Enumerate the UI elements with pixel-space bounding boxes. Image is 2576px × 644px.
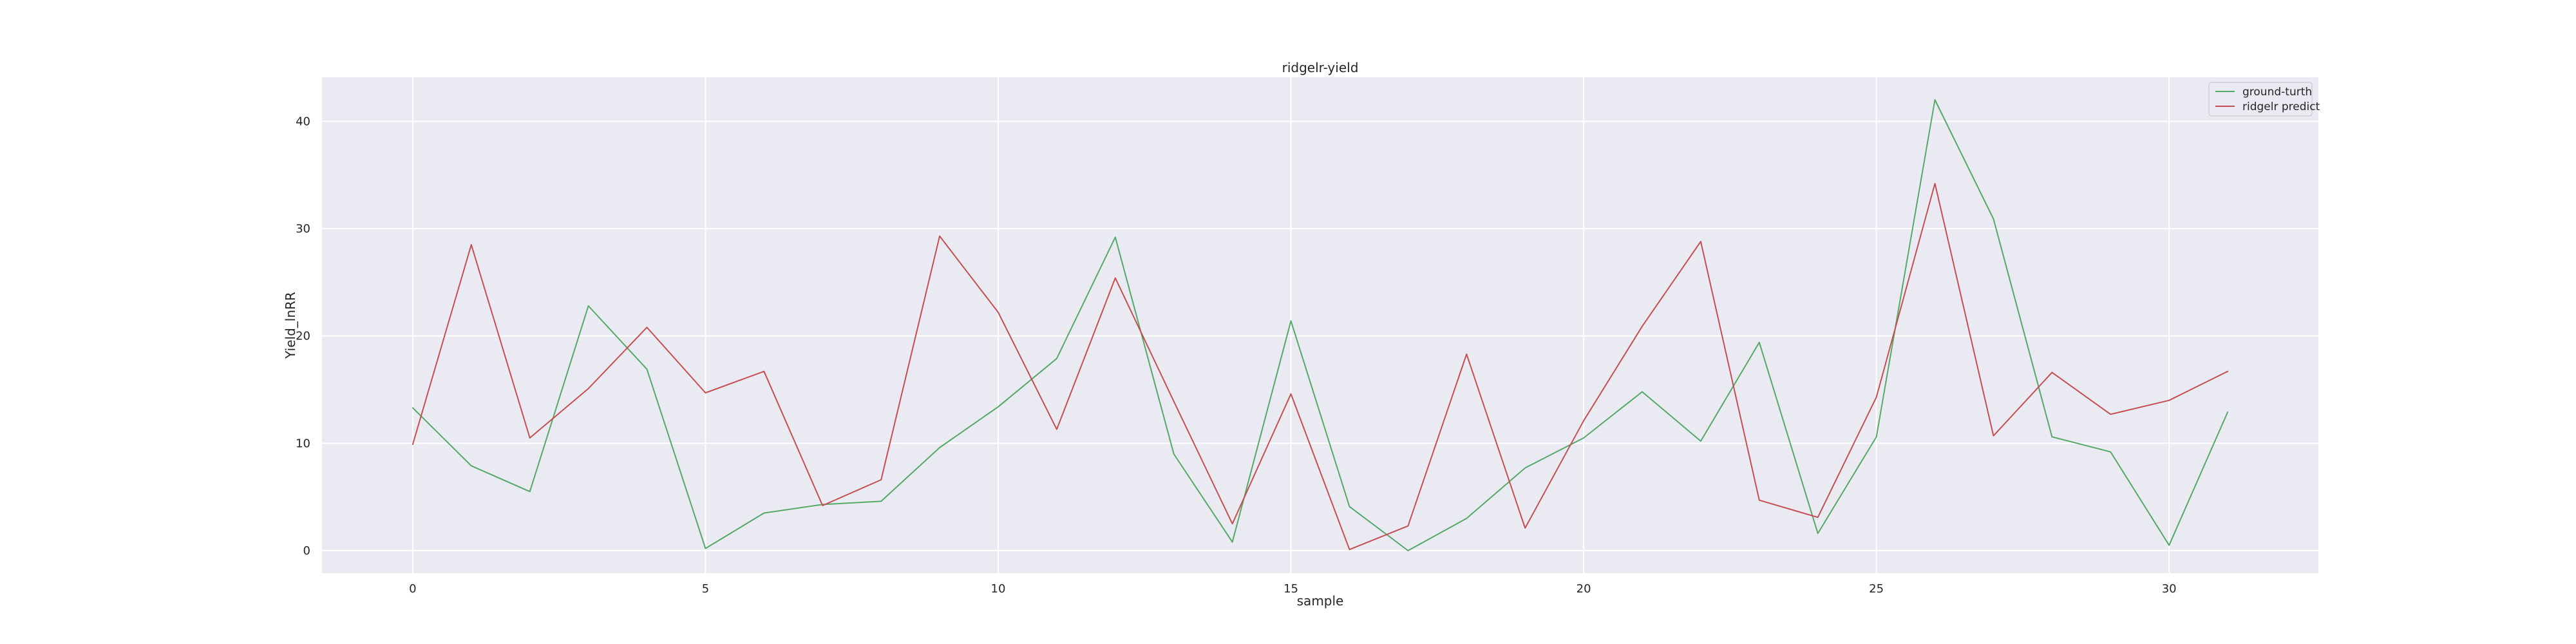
chart-title: ridgelr-yield	[1282, 60, 1359, 75]
x-tick-label: 30	[2162, 582, 2177, 596]
x-tick-label: 20	[1577, 582, 1591, 596]
y-tick-label: 20	[296, 330, 310, 343]
legend-label-ridgelr-predict: ridgelr predict	[2242, 100, 2320, 113]
y-tick-labels: 0 10 20 30 40	[296, 115, 310, 558]
x-axis-label: sample	[1297, 593, 1344, 609]
y-tick-label: 10	[296, 437, 310, 450]
x-tick-label: 25	[1869, 582, 1884, 596]
x-tick-label: 0	[409, 582, 416, 596]
series-lines	[412, 99, 2229, 551]
x-tick-labels: 0 5 10 15 20 25 30	[409, 582, 2176, 596]
grid	[322, 77, 2318, 573]
y-tick-label: 40	[296, 115, 310, 128]
series-line-ground-turth	[412, 99, 2229, 551]
x-tick-label: 15	[1283, 582, 1298, 596]
y-axis-label: Yield_lnRR	[283, 292, 298, 359]
y-tick-label: 0	[303, 544, 310, 558]
y-tick-label: 30	[296, 222, 310, 236]
legend: ground-turth ridgelr predict	[2208, 82, 2320, 117]
series-line-ridgelr-predict	[412, 183, 2229, 551]
x-tick-label: 10	[991, 582, 1006, 596]
legend-label-ground-turth: ground-turth	[2242, 86, 2312, 99]
x-tick-label: 5	[702, 582, 709, 596]
plot-area	[322, 77, 2318, 573]
